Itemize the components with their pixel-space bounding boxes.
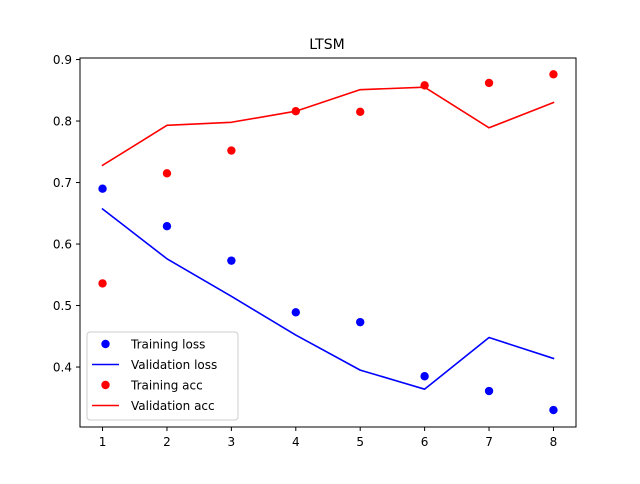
- training-loss-point: [484, 386, 494, 396]
- training-loss-point: [227, 256, 236, 265]
- y-tick-label: 0.9: [53, 53, 72, 67]
- training-loss-point: [98, 184, 107, 193]
- x-tick-label: 3: [228, 435, 236, 449]
- training-loss-point: [291, 308, 300, 317]
- training-acc-point: [484, 78, 494, 88]
- validation-acc-line: [101, 86, 555, 167]
- x-tick-label: 5: [356, 435, 364, 449]
- y-tick-label: 0.6: [53, 238, 72, 252]
- x-tick-label: 6: [421, 435, 429, 449]
- y-tick-label: 0.7: [53, 176, 72, 190]
- training-acc-point: [162, 169, 172, 178]
- training-loss-point: [356, 317, 365, 327]
- chart-title: LTSM: [309, 37, 344, 53]
- legend-label: Training loss: [130, 338, 205, 352]
- training-loss-point: [420, 372, 429, 381]
- x-tick-label: 8: [550, 435, 558, 449]
- legend-box: [86, 331, 239, 421]
- training-loss-point: [549, 405, 558, 415]
- x-tick-label: 7: [485, 435, 493, 449]
- y-tick-label: 0.5: [53, 299, 72, 313]
- training-acc-point: [98, 279, 107, 288]
- validation-loss-line: [101, 207, 555, 390]
- legend: Training loss Validation loss Training acc…: [86, 331, 239, 421]
- legend-label: Validation acc: [131, 399, 215, 413]
- training-acc-point: [356, 107, 365, 117]
- plot-area: [98, 70, 558, 415]
- legend-label: Training acc: [130, 379, 203, 393]
- legend-label: Validation loss: [131, 358, 217, 372]
- axes-frame: [79, 57, 577, 428]
- x-tick-label: 1: [99, 435, 107, 449]
- legend-marker-swatch: [101, 380, 110, 390]
- y-tick-label: 0.8: [53, 115, 72, 129]
- axes: 1 2 3 4 5 6 7 8 0.4 0.5 0.6 0.7 0.8 0.9: [53, 53, 577, 449]
- training-acc-point: [227, 146, 236, 155]
- legend-marker-swatch: [101, 339, 110, 349]
- x-tick-label: 2: [163, 435, 171, 449]
- y-tick-label: 0.4: [53, 361, 72, 375]
- training-loss-point: [162, 222, 172, 231]
- x-tick-label: 4: [292, 435, 300, 449]
- training-acc-point: [549, 70, 558, 79]
